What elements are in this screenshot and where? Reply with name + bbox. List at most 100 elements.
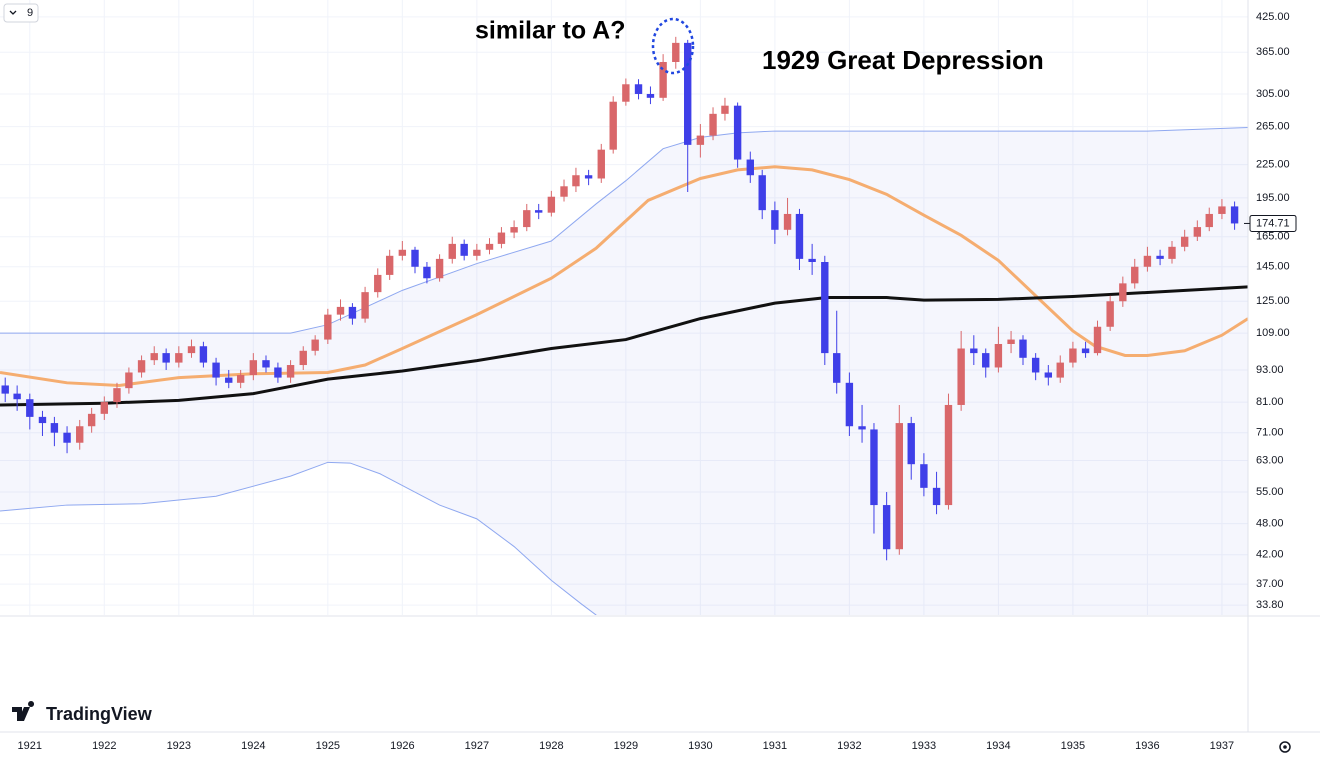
candle-body bbox=[150, 353, 158, 361]
overlay-line bbox=[0, 165, 1248, 387]
candle-body bbox=[907, 423, 915, 465]
x-tick-label: 1921 bbox=[18, 740, 42, 752]
logo-text: TradingView bbox=[46, 704, 153, 724]
y-tick-label: 365.00 bbox=[1256, 46, 1290, 58]
x-tick-label: 1937 bbox=[1210, 740, 1234, 752]
y-tick-label: 225.00 bbox=[1256, 159, 1290, 171]
candles bbox=[1, 36, 1239, 561]
annotation: 1929 Great Depression bbox=[762, 45, 1044, 75]
overlays bbox=[0, 127, 1248, 615]
candle-body bbox=[398, 249, 407, 256]
candle-body bbox=[659, 61, 667, 98]
candle-body bbox=[113, 388, 121, 403]
candle-body bbox=[411, 249, 419, 267]
y-tick-label: 145.00 bbox=[1256, 261, 1290, 273]
candle-body bbox=[944, 404, 953, 506]
candle-body bbox=[324, 314, 332, 340]
candle-body bbox=[286, 365, 295, 378]
candle-body bbox=[485, 243, 494, 250]
x-tick-label: 1922 bbox=[92, 740, 116, 752]
candle-body bbox=[1131, 266, 1139, 284]
candle-body bbox=[523, 210, 531, 228]
candle-body bbox=[1180, 236, 1189, 247]
y-tick-label: 265.00 bbox=[1256, 121, 1290, 133]
candle-body bbox=[76, 426, 84, 443]
gear-icon[interactable] bbox=[1279, 741, 1291, 753]
candle-body bbox=[622, 84, 630, 102]
overlay-line bbox=[0, 127, 1248, 334]
x-tick-label: 1928 bbox=[539, 740, 563, 752]
y-tick-label: 125.00 bbox=[1256, 295, 1290, 307]
candle-body bbox=[758, 175, 766, 211]
candle-body bbox=[882, 505, 891, 550]
candle-body bbox=[858, 426, 866, 430]
candle-body bbox=[1031, 357, 1040, 373]
candle-body bbox=[733, 105, 742, 160]
candle-body bbox=[50, 423, 59, 433]
candle-body bbox=[100, 402, 109, 414]
candle-body bbox=[162, 353, 170, 363]
candle-body bbox=[423, 266, 431, 279]
x-tick-label: 1932 bbox=[837, 740, 861, 752]
y-tick-label: 81.00 bbox=[1256, 396, 1284, 408]
candle-body bbox=[510, 227, 518, 233]
candle-body bbox=[348, 306, 357, 319]
candle-body bbox=[1218, 206, 1226, 214]
candle-body bbox=[609, 101, 617, 150]
candle-body bbox=[87, 413, 96, 427]
candle-body bbox=[137, 360, 146, 373]
candle-body bbox=[336, 306, 345, 315]
overlay-line bbox=[0, 461, 597, 615]
y-tick-label: 63.00 bbox=[1256, 454, 1284, 466]
logo[interactable]: TradingView bbox=[12, 701, 153, 724]
candle-body bbox=[1119, 283, 1127, 302]
candle-body bbox=[808, 258, 816, 263]
candle-body bbox=[709, 113, 717, 136]
y-tick-label: 71.00 bbox=[1256, 427, 1284, 439]
candle-body bbox=[560, 186, 568, 197]
settings-button[interactable] bbox=[1279, 741, 1291, 753]
candle-body bbox=[994, 343, 1003, 368]
grid bbox=[0, 0, 1248, 615]
candle-body bbox=[497, 232, 506, 244]
candle-body bbox=[212, 362, 220, 378]
x-tick-label: 1923 bbox=[167, 740, 191, 752]
x-tick-label: 1929 bbox=[614, 740, 638, 752]
candle-body bbox=[584, 175, 593, 179]
candle-body bbox=[845, 382, 854, 427]
candle-body bbox=[1019, 339, 1027, 358]
candle-body bbox=[1168, 246, 1176, 259]
candle-body bbox=[746, 159, 754, 176]
candle-body bbox=[374, 274, 382, 293]
candle-body bbox=[957, 348, 965, 405]
candle-body bbox=[249, 360, 258, 376]
candle-body bbox=[932, 487, 941, 506]
y-tick-label: 93.00 bbox=[1256, 364, 1284, 376]
y-tick-label: 37.00 bbox=[1256, 578, 1284, 590]
candle-body bbox=[547, 196, 556, 213]
candle-body bbox=[895, 423, 904, 550]
candle-body bbox=[696, 135, 705, 145]
candle-body bbox=[38, 416, 47, 424]
annotation: similar to A? bbox=[475, 17, 626, 45]
toggle-box[interactable] bbox=[3, 3, 39, 23]
x-tick-label: 1930 bbox=[688, 740, 712, 752]
indicator-toggle[interactable]: 9 bbox=[3, 3, 39, 23]
candle-body bbox=[646, 93, 655, 98]
x-tick-label: 1931 bbox=[763, 740, 787, 752]
candle-body bbox=[982, 353, 990, 368]
y-tick-label: 55.00 bbox=[1256, 486, 1284, 498]
candle-body bbox=[821, 262, 829, 354]
axes: 425.00 365.00 305.00 265.00 225.00 195.00 165.… bbox=[18, 11, 1297, 752]
candle-body bbox=[236, 375, 245, 383]
candle-body bbox=[460, 243, 468, 256]
candle-body bbox=[175, 353, 183, 363]
candle-body bbox=[833, 353, 841, 383]
y-tick-label: 305.00 bbox=[1256, 88, 1290, 100]
candle-body bbox=[870, 429, 878, 506]
candle-body bbox=[795, 213, 804, 259]
chevron-icon bbox=[9, 10, 17, 15]
y-tick-label: 33.80 bbox=[1256, 599, 1284, 611]
x-tick-label: 1934 bbox=[986, 740, 1010, 752]
